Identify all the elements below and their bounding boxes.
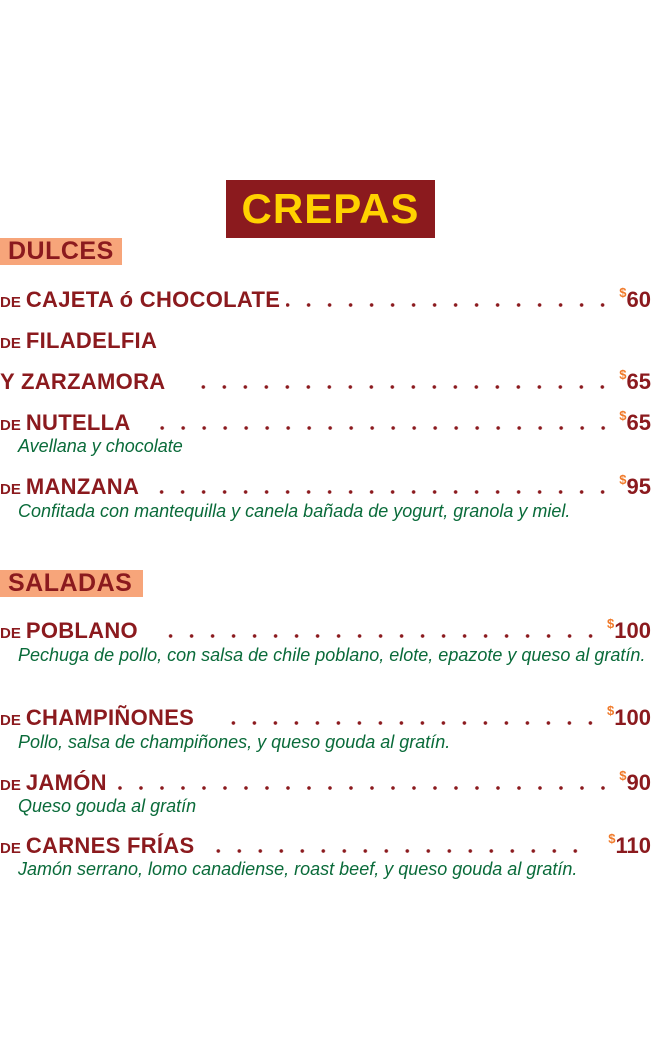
item-description: Confitada con mantequilla y canela bañad… [18,501,571,521]
item-prefix: DE [0,777,21,794]
currency-symbol: $ [619,367,627,382]
item-prefix: DE [0,294,21,311]
item-name: Y ZARZAMORA [0,369,166,394]
menu-item: DE NUTELLA $65 [0,408,651,436]
item-prefix: DE [0,712,21,729]
currency-symbol: $ [619,472,627,487]
price-value: 90 [626,770,651,795]
dot-leader [212,848,587,854]
price-value: 60 [626,287,651,312]
price-value: 65 [626,410,651,435]
item-prefix: DE [0,840,21,857]
item-prefix: DE [0,417,21,434]
item-prefix: DE [0,625,21,642]
item-description: Pechuga de pollo, con salsa de chile pob… [18,645,646,665]
item-price: $60 [619,285,651,313]
dot-leader [116,785,614,791]
currency-symbol: $ [607,616,615,631]
menu-item: DE FILADELFIA [0,328,651,354]
item-description: Pollo, salsa de champiñones, y queso gou… [18,732,451,752]
item-prefix: DE [0,335,21,352]
item-price: $65 [619,408,651,436]
section-dulces: DULCES [0,238,122,265]
item-name: NUTELLA [25,410,131,435]
dot-leader [145,489,614,495]
section-saladas: SALADAS [0,570,143,597]
price-value: 95 [626,474,651,499]
item-name: MANZANA [25,474,140,499]
item-name: CAJETA ó CHOCOLATE [25,287,281,312]
item-name: JAMÓN [25,770,107,795]
item-description: Jamón serrano, lomo canadiense, roast be… [18,859,578,879]
item-description: Avellana y chocolate [18,436,183,456]
item-name: CARNES FRÍAS [25,833,195,858]
item-prefix: DE [0,481,21,498]
item-name: FILADELFIA [25,328,158,353]
currency-symbol: $ [619,285,627,300]
item-description: Queso gouda al gratín [18,796,197,816]
menu-item: DE CARNES FRÍAS $110 [0,831,652,859]
currency-symbol: $ [619,768,627,783]
item-price: $65 [619,367,651,395]
dot-leader [216,720,602,726]
menu-item: Y ZARZAMORA $65 [0,367,651,395]
dot-leader [187,384,614,390]
item-price: $95 [619,472,651,500]
price-value: 100 [614,618,651,643]
dot-leader [286,302,614,308]
item-price: $90 [619,768,651,796]
currency-symbol: $ [608,831,616,846]
price-value: 65 [626,369,651,394]
page-title: CREPAS [226,180,435,238]
price-value: 100 [614,705,651,730]
menu-item: DE CHAMPIÑONES $100 [0,703,651,731]
currency-symbol: $ [607,703,615,718]
price-value: 110 [615,833,652,858]
currency-symbol: $ [619,408,627,423]
menu-item: DE CAJETA ó CHOCOLATE $60 [0,285,651,313]
menu-item: DE POBLANO $100 [0,616,651,644]
item-price: $110 [608,831,652,859]
menu-item: DE JAMÓN $90 [0,768,651,796]
dot-leader [151,633,602,639]
item-name: CHAMPIÑONES [25,705,195,730]
menu-item: DE MANZANA $95 [0,472,651,500]
item-name: POBLANO [25,618,138,643]
item-price: $100 [607,616,651,644]
item-price: $100 [607,703,651,731]
dot-leader [148,425,614,431]
